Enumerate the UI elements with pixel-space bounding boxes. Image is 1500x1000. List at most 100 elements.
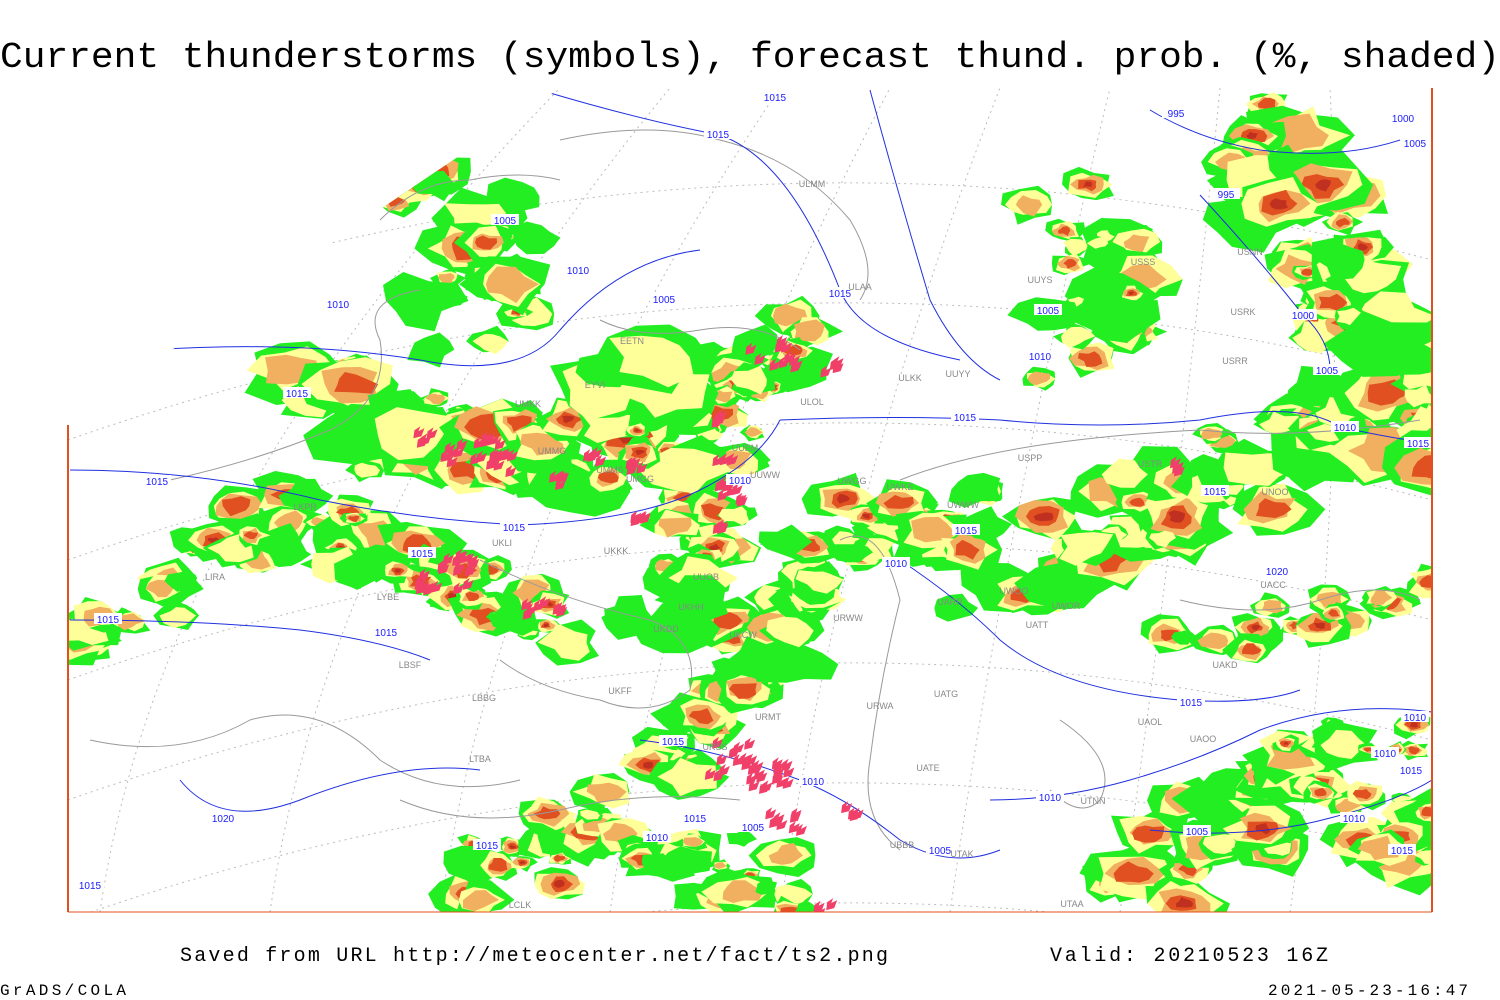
station-label: URSS: [702, 742, 727, 752]
title: Current thunderstorms (symbols), forecas…: [0, 37, 1500, 78]
isobar: [179, 767, 481, 812]
shade-cell: [730, 365, 767, 395]
isobar-label-bg: [143, 475, 171, 486]
storm-symbol: [1172, 459, 1184, 472]
storm-symbol: [626, 463, 638, 475]
shade-cell: [833, 544, 873, 563]
storm-symbol: [488, 433, 500, 446]
shade-cell: [713, 862, 727, 869]
storm-symbol: [744, 737, 756, 750]
coastline: [839, 535, 901, 851]
isobar-label-bg: [500, 521, 528, 532]
shade-cell: [1059, 532, 1114, 566]
storm-symbol: [453, 563, 464, 576]
isobar-label: 1015: [955, 526, 978, 537]
isobar-label: 1010: [1374, 749, 1397, 760]
isobar-label-bg: [1036, 791, 1064, 802]
isobar-label: 1015: [1407, 439, 1430, 450]
shade-cell: [1171, 629, 1197, 645]
shade-cell: [1246, 131, 1258, 140]
station-label: LYBE: [377, 592, 399, 602]
isobar-label-bg: [1162, 107, 1190, 118]
shade-cell: [488, 858, 508, 872]
isobar-label: 1010: [1334, 423, 1357, 434]
isobar-label: 1000: [1392, 114, 1415, 125]
storm-symbol: [413, 426, 425, 439]
shade-cell: [794, 901, 816, 912]
storm-symbol: [453, 445, 465, 458]
shade-cell: [354, 462, 380, 478]
shade-cell: [1202, 834, 1238, 854]
station-label: UKLI: [492, 538, 512, 548]
shade-cell: [1197, 632, 1229, 650]
isobar-label: 1005: [1037, 306, 1060, 317]
isobar-label-bg: [76, 879, 104, 890]
isobar-label: 1015: [146, 477, 169, 488]
meridian: [1289, 88, 1336, 912]
shade-cell: [1255, 823, 1271, 835]
shade-cell: [278, 478, 334, 512]
station-label: UAOL: [1138, 717, 1163, 727]
shade-cell: [729, 683, 757, 699]
meridian: [269, 88, 671, 912]
shade-cell: [554, 854, 566, 862]
isobar-label-bg: [1212, 188, 1240, 199]
isobar-label-bg: [739, 821, 767, 832]
shade-cell: [116, 613, 146, 631]
isobar-label: 1015: [1391, 846, 1414, 857]
parallel: [68, 182, 1432, 321]
shade-cell: [1320, 729, 1367, 759]
shade-cell: [1285, 365, 1343, 408]
storm-symbol: [841, 801, 853, 814]
storm-symbol: [748, 779, 760, 792]
station-label: UKFF: [608, 686, 632, 696]
storm-symbol: [438, 562, 450, 575]
shade-cell: [1283, 741, 1289, 745]
station-label: UUEM: [732, 443, 759, 453]
shade-cell: [609, 335, 694, 388]
shade-cell: [634, 428, 640, 432]
coastline: [599, 319, 801, 351]
shade-cell: [553, 880, 565, 888]
isobar-label: 1015: [662, 737, 685, 748]
station-label: UATG: [934, 689, 958, 699]
shade-cell: [658, 517, 692, 538]
station-label: USNN: [1237, 247, 1263, 257]
isobar-label-bg: [1371, 747, 1399, 758]
shade-cell: [766, 616, 814, 648]
isobar-label-bg: [659, 735, 687, 746]
isobar-label-bg: [882, 557, 910, 568]
storm-symbol: [494, 437, 506, 450]
shade-cell: [273, 510, 304, 532]
storm-symbol: [493, 458, 505, 471]
shade-cell: [374, 407, 453, 461]
shade-cell: [768, 842, 804, 865]
storm-symbol: [735, 492, 747, 505]
isobar-label: 1010: [1029, 352, 1052, 363]
isobar-label: 1005: [653, 295, 676, 306]
shade-cell: [755, 880, 777, 895]
shade-cell: [597, 471, 619, 484]
storm-symbol: [502, 448, 514, 461]
shade-cell: [581, 412, 631, 443]
storm-symbol: [776, 335, 788, 347]
coastline: [89, 714, 521, 788]
shade-cell: [688, 708, 714, 725]
station-label: EETN: [620, 336, 644, 346]
isobar-label-bg: [643, 831, 671, 842]
storm-symbol: [460, 551, 472, 564]
storm-symbol: [704, 767, 716, 780]
isobar-label: 1015: [1400, 766, 1423, 777]
station-label: USRR: [1222, 356, 1248, 366]
shade-cell: [1404, 384, 1432, 408]
station-label: USSS: [1131, 257, 1156, 267]
station-label: EYVI: [585, 380, 606, 390]
shade-cell: [657, 757, 717, 797]
storm-symbol: [739, 752, 751, 765]
isobar-label: 1010: [885, 559, 908, 570]
shade-cell: [639, 447, 732, 494]
station-label: UWOR: [1052, 601, 1081, 611]
meridian: [439, 88, 781, 912]
isobar-label-bg: [473, 839, 501, 850]
storm-symbol: [462, 577, 474, 590]
